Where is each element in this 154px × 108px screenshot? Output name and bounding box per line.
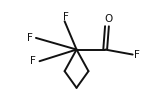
Text: F: F: [134, 50, 140, 60]
Text: F: F: [30, 56, 36, 66]
Text: O: O: [104, 14, 112, 24]
Text: F: F: [26, 33, 32, 43]
Text: F: F: [63, 12, 69, 22]
